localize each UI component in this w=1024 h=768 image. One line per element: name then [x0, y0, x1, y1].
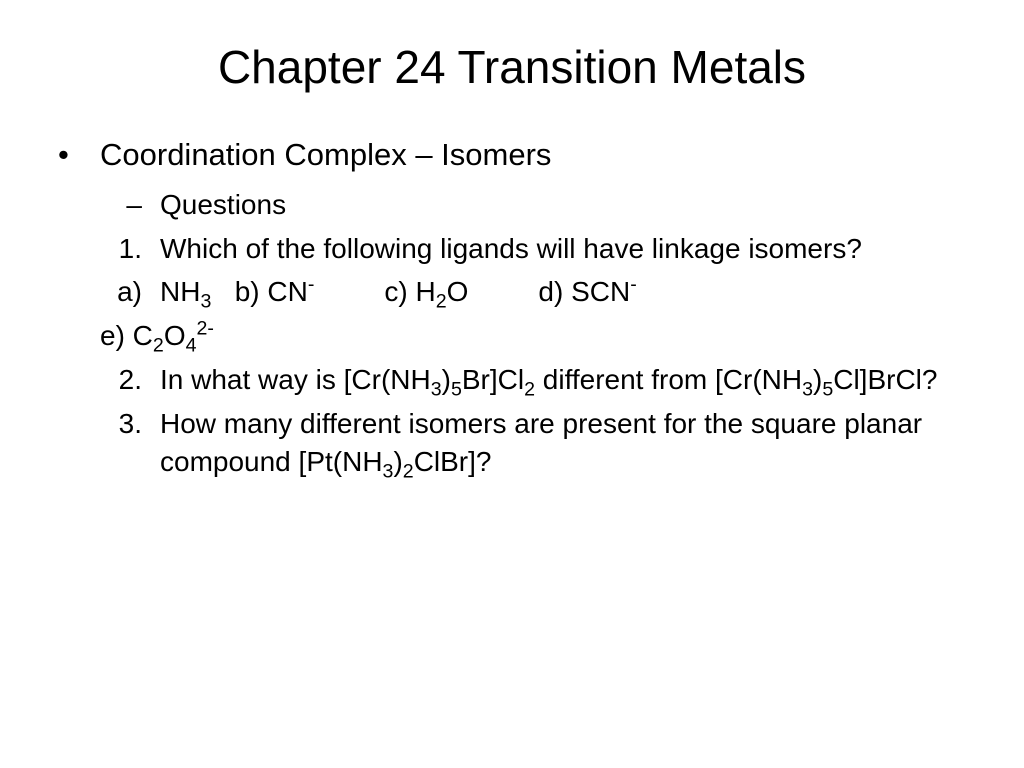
opt-d: d) SCN-	[538, 276, 636, 307]
topic-line: • Coordination Complex – Isomers	[50, 134, 984, 176]
subheading-line: – Questions	[100, 186, 984, 224]
opt-e: e) C2O42-	[100, 320, 214, 351]
options-line-1: a) NH3 b) CN- c) H2O d) SCN-	[100, 273, 984, 311]
opt-c: c) H2O	[384, 276, 468, 307]
question-3: 3. How many different isomers are presen…	[100, 405, 984, 481]
q3-marker: 3.	[100, 405, 160, 481]
topic-text: Coordination Complex – Isomers	[100, 134, 551, 176]
subheading-text: Questions	[160, 186, 984, 224]
q1-marker: 1.	[100, 230, 160, 268]
bullet-dot: •	[50, 134, 100, 176]
q2-text: In what way is [Cr(NH3)5Br]Cl2 different…	[160, 361, 984, 399]
slide-title: Chapter 24 Transition Metals	[40, 40, 984, 94]
q3-text: How many different isomers are present f…	[160, 405, 984, 481]
q2-marker: 2.	[100, 361, 160, 399]
opt-a-marker: a)	[100, 273, 160, 311]
opt-b: b) CN-	[235, 276, 315, 307]
dash-marker: –	[100, 186, 160, 224]
question-2: 2. In what way is [Cr(NH3)5Br]Cl2 differ…	[100, 361, 984, 399]
q1-text: Which of the following ligands will have…	[160, 230, 984, 268]
slide-body: • Coordination Complex – Isomers – Quest…	[40, 134, 984, 480]
options-line-2: e) C2O42-	[100, 317, 984, 355]
question-1: 1. Which of the following ligands will h…	[100, 230, 984, 268]
options-row: NH3 b) CN- c) H2O d) SCN-	[160, 273, 984, 311]
opt-a: NH3	[160, 276, 211, 307]
